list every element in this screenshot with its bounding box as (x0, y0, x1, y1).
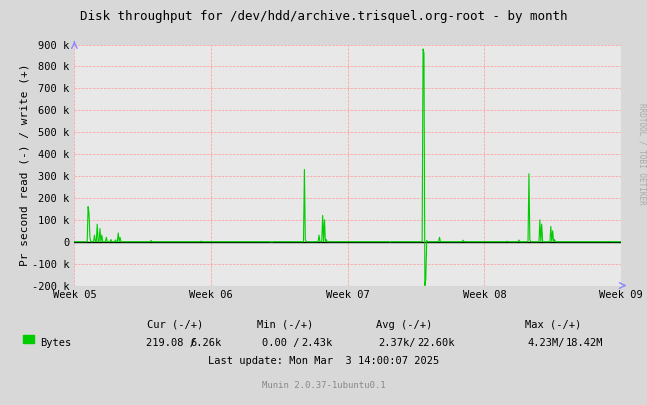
Text: Last update: Mon Mar  3 14:00:07 2025: Last update: Mon Mar 3 14:00:07 2025 (208, 356, 439, 367)
Text: Munin 2.0.37-1ubuntu0.1: Munin 2.0.37-1ubuntu0.1 (261, 381, 386, 390)
Text: 18.42M: 18.42M (566, 338, 604, 348)
Text: Min (-/+): Min (-/+) (257, 320, 313, 330)
Text: 2.37k/: 2.37k/ (378, 338, 416, 348)
Text: Disk throughput for /dev/hdd/archive.trisquel.org-root - by month: Disk throughput for /dev/hdd/archive.tri… (80, 10, 567, 23)
Y-axis label: Pr second read (-) / write (+): Pr second read (-) / write (+) (19, 64, 29, 266)
Text: 4.23M/: 4.23M/ (527, 338, 565, 348)
Text: RRDTOOL / TOBI OETIKER: RRDTOOL / TOBI OETIKER (637, 103, 646, 205)
Text: 219.08 /: 219.08 / (146, 338, 195, 348)
Text: Cur (-/+): Cur (-/+) (147, 320, 203, 330)
Text: Max (-/+): Max (-/+) (525, 320, 581, 330)
Text: 6.26k: 6.26k (191, 338, 222, 348)
Text: Bytes: Bytes (40, 338, 71, 348)
Text: 22.60k: 22.60k (417, 338, 455, 348)
Text: Avg (-/+): Avg (-/+) (377, 320, 432, 330)
Text: 0.00 /: 0.00 / (262, 338, 300, 348)
Text: 2.43k: 2.43k (301, 338, 332, 348)
